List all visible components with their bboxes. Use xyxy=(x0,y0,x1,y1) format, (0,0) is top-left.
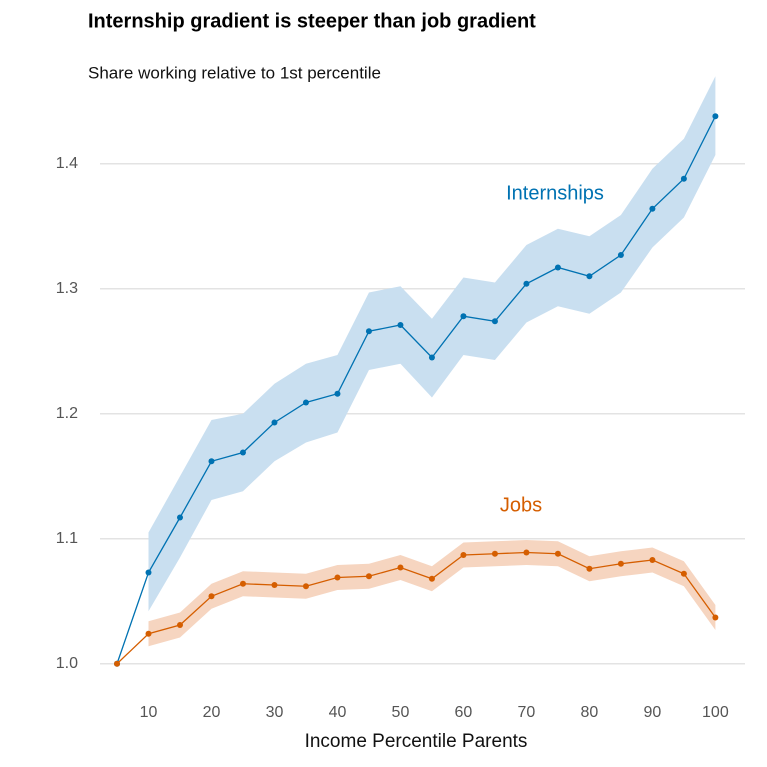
x-axis-label: Income Percentile Parents xyxy=(305,731,528,752)
data-point xyxy=(271,582,278,588)
series-line xyxy=(116,551,716,665)
chart-title: Internship gradient is steeper than job … xyxy=(88,10,536,32)
y-tick-label: 1.1 xyxy=(56,530,78,547)
data-point xyxy=(554,550,561,557)
data-point xyxy=(617,252,624,258)
x-tick-label: 100 xyxy=(702,704,729,721)
confidence-band xyxy=(148,540,716,647)
x-tick-label: 30 xyxy=(266,704,284,721)
data-point xyxy=(176,514,183,521)
x-tick-label: 10 xyxy=(140,704,158,721)
data-point xyxy=(649,557,656,563)
data-point xyxy=(523,280,530,287)
series-label: Internships xyxy=(506,182,604,204)
y-tick-label: 1.2 xyxy=(56,405,78,422)
y-tick-label: 1.4 xyxy=(56,155,78,172)
data-point xyxy=(680,175,687,182)
x-tick-label: 20 xyxy=(203,704,221,721)
data-point xyxy=(617,560,624,567)
data-point xyxy=(365,573,372,580)
data-point xyxy=(460,313,467,320)
data-point xyxy=(523,549,530,556)
data-point xyxy=(586,565,593,572)
data-point xyxy=(397,322,404,328)
data-point xyxy=(586,273,593,280)
x-tick-label: 80 xyxy=(581,704,599,721)
data-point xyxy=(365,328,372,335)
data-point xyxy=(208,593,215,600)
data-point xyxy=(176,622,183,628)
data-point xyxy=(239,449,246,456)
data-point xyxy=(428,354,435,361)
data-point xyxy=(712,113,719,120)
data-point xyxy=(712,614,719,621)
data-point xyxy=(428,575,435,582)
data-point xyxy=(208,458,215,465)
x-tick-label: 40 xyxy=(329,704,347,721)
data-point xyxy=(114,660,121,667)
data-point xyxy=(554,264,561,271)
data-point xyxy=(460,552,467,558)
data-point xyxy=(334,574,341,581)
data-point xyxy=(334,390,341,397)
x-tick-label: 50 xyxy=(392,704,410,721)
series-label: Jobs xyxy=(500,494,542,516)
data-point xyxy=(271,419,278,426)
data-point xyxy=(491,318,498,325)
data-point xyxy=(239,580,246,587)
data-point xyxy=(145,630,152,637)
series-line xyxy=(116,115,716,664)
x-tick-label: 60 xyxy=(455,704,473,721)
chart-subtitle: Share working relative to 1st percentile xyxy=(88,63,381,82)
data-point xyxy=(649,205,656,212)
data-point xyxy=(145,569,152,576)
data-point xyxy=(491,550,498,557)
data-point xyxy=(680,570,687,577)
data-point xyxy=(302,583,309,590)
x-tick-label: 70 xyxy=(518,704,536,721)
x-tick-label: 90 xyxy=(644,704,662,721)
data-point xyxy=(397,564,404,571)
data-point xyxy=(302,399,309,406)
y-tick-label: 1.0 xyxy=(56,655,78,672)
y-tick-label: 1.3 xyxy=(56,280,78,297)
confidence-band xyxy=(148,76,716,612)
